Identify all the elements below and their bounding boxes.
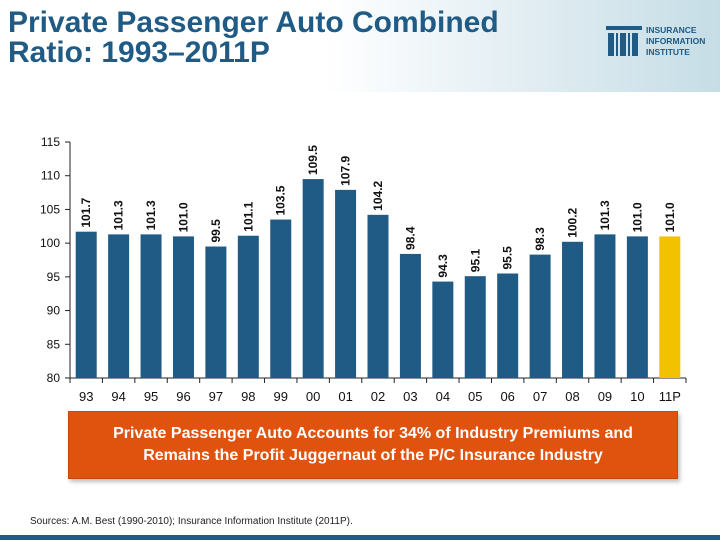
x-category-label: 97 xyxy=(209,389,223,404)
bar-value-label: 101.3 xyxy=(598,200,612,230)
bar xyxy=(497,273,519,378)
bar-value-label: 104.2 xyxy=(371,180,385,210)
bar-value-label: 101.0 xyxy=(663,202,677,232)
iii-logo-line2: INFORMATION xyxy=(646,36,706,46)
bar-value-label: 100.2 xyxy=(566,207,580,237)
x-category-label: 10 xyxy=(630,389,644,404)
x-category-label: 94 xyxy=(111,389,125,404)
bar-value-label: 98.4 xyxy=(403,226,417,250)
callout-line2: Remains the Profit Juggernaut of the P/C… xyxy=(143,447,603,464)
bar-value-label: 98.3 xyxy=(533,227,547,251)
bar xyxy=(626,236,648,378)
iii-logo: INSURANCE INFORMATION INSTITUTE xyxy=(606,22,716,62)
header-band xyxy=(0,0,720,92)
sources-note: Sources: A.M. Best (1990-2010); Insuranc… xyxy=(30,516,353,527)
page-title: Private Passenger Auto Combined Ratio: 1… xyxy=(8,8,548,68)
bar-value-label: 101.1 xyxy=(241,201,255,231)
bar xyxy=(108,234,130,378)
x-category-label: 93 xyxy=(79,389,93,404)
x-category-label: 96 xyxy=(176,389,190,404)
iii-logo-text: INSURANCE INFORMATION INSTITUTE xyxy=(646,25,705,58)
x-category-label: 09 xyxy=(598,389,612,404)
bar xyxy=(399,253,421,378)
bar xyxy=(140,234,162,378)
x-category-label: 08 xyxy=(565,389,579,404)
bar xyxy=(367,214,389,378)
bar-value-label: 101.3 xyxy=(144,200,158,230)
combined-ratio-bar-chart: 80859095100105110115101.793101.394101.39… xyxy=(40,135,687,404)
bar-value-label: 101.0 xyxy=(176,202,190,232)
bar-value-label: 101.0 xyxy=(630,202,644,232)
callout-line1: Private Passenger Auto Accounts for 34% … xyxy=(113,425,633,442)
footer-bar xyxy=(0,535,720,540)
bar xyxy=(562,241,584,378)
bar xyxy=(205,246,227,378)
bar-value-label: 109.5 xyxy=(306,145,320,175)
bar xyxy=(659,236,681,378)
bar-value-label: 101.3 xyxy=(112,200,126,230)
x-category-label: 06 xyxy=(500,389,514,404)
bar xyxy=(335,189,357,378)
bar xyxy=(302,179,324,378)
y-tick-label: 80 xyxy=(47,371,61,385)
y-tick-label: 105 xyxy=(40,202,60,216)
y-tick-label: 115 xyxy=(41,135,60,149)
bar-value-label: 95.1 xyxy=(468,249,482,273)
bar xyxy=(432,281,454,378)
bar-value-label: 94.3 xyxy=(436,254,450,278)
x-category-label: 99 xyxy=(274,389,288,404)
bar-value-label: 95.5 xyxy=(501,246,515,270)
x-category-label: 00 xyxy=(306,389,320,404)
page-title-line1: Private Passenger Auto Combined xyxy=(8,6,499,39)
bar xyxy=(237,235,259,378)
x-category-label: 11P xyxy=(659,389,681,404)
bar xyxy=(270,219,292,378)
iii-logo-line1: INSURANCE xyxy=(646,25,697,35)
bar xyxy=(75,231,97,378)
y-tick-label: 110 xyxy=(41,169,60,183)
callout-box: Private Passenger Auto Accounts for 34% … xyxy=(68,411,678,479)
bar-value-label: 101.7 xyxy=(79,197,93,227)
x-category-label: 07 xyxy=(533,389,547,404)
y-tick-label: 90 xyxy=(47,304,61,318)
x-category-label: 04 xyxy=(436,389,450,404)
bar-value-label: 107.9 xyxy=(339,156,353,186)
page-title-line2: Ratio: 1993–2011P xyxy=(8,36,270,69)
x-category-label: 98 xyxy=(241,389,255,404)
bar-value-label: 99.5 xyxy=(209,219,223,243)
bar xyxy=(529,254,551,378)
bar xyxy=(172,236,194,378)
x-category-label: 01 xyxy=(338,389,352,404)
bar-value-label: 103.5 xyxy=(274,185,288,215)
iii-logo-mark-icon xyxy=(606,26,642,56)
y-tick-label: 100 xyxy=(40,236,60,250)
y-tick-label: 95 xyxy=(47,270,61,284)
x-category-label: 05 xyxy=(468,389,482,404)
x-category-label: 02 xyxy=(371,389,385,404)
iii-logo-line3: INSTITUTE xyxy=(646,47,690,57)
bar xyxy=(464,276,486,378)
bar xyxy=(594,234,616,378)
x-category-label: 95 xyxy=(144,389,158,404)
y-tick-label: 85 xyxy=(47,337,61,351)
x-category-label: 03 xyxy=(403,389,417,404)
